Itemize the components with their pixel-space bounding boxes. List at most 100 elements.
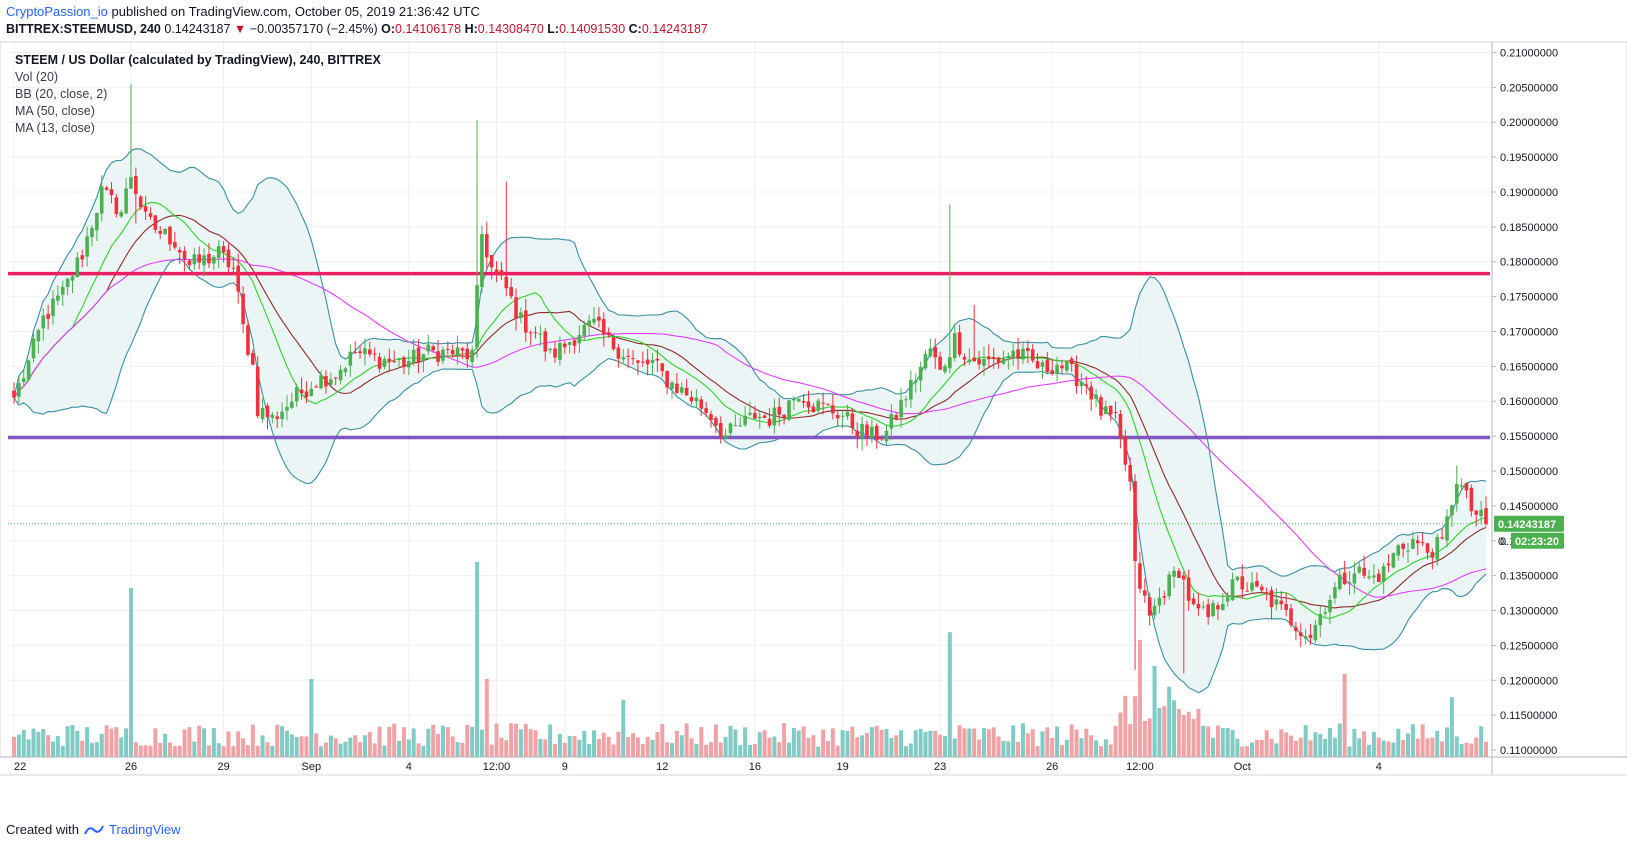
candle-body [1347, 582, 1352, 584]
volume-bar [1410, 724, 1415, 757]
symbol-label: BITTREX:STEEMUSD, 240 [6, 22, 161, 36]
volume-bar [1435, 730, 1440, 757]
y-tick-label: 0.20500000 [1500, 82, 1558, 94]
candle-body [689, 396, 694, 402]
candle-body [606, 332, 611, 335]
candle-body [767, 418, 772, 426]
close-value: 0.14243187 [641, 22, 708, 36]
candle-body [879, 438, 884, 440]
y-tick-label: 0.18000000 [1500, 257, 1558, 269]
bb-fill [14, 148, 1486, 693]
volume-bar [465, 724, 470, 757]
candle-body [1294, 627, 1298, 632]
candle-body [753, 413, 757, 419]
volume-bar [250, 724, 255, 757]
volume-bar [894, 735, 899, 757]
candle-body [1396, 545, 1401, 556]
volume-bar [206, 745, 211, 757]
volume-bar [1357, 738, 1362, 757]
candle-body [611, 337, 616, 350]
volume-bar [1376, 737, 1381, 757]
candle-body [1259, 586, 1264, 591]
candle-body [212, 256, 216, 264]
volume-bar [1289, 735, 1294, 757]
volume-bar [333, 738, 338, 757]
candle-body [109, 189, 114, 196]
volume-bar [1454, 736, 1459, 757]
candle-body [226, 249, 231, 268]
candle-body [387, 358, 392, 362]
author-link[interactable]: CryptoPassion_io [6, 4, 108, 19]
volume-bar [36, 732, 41, 757]
candle-body [304, 391, 309, 398]
candle-body [1186, 577, 1191, 601]
volume-bar [523, 723, 528, 757]
legend-ma50[interactable]: MA (50, close) [15, 104, 95, 118]
volume-bar [1074, 729, 1079, 757]
volume-bar [1152, 666, 1157, 757]
volume-bar [660, 724, 665, 757]
volume-bar [1250, 742, 1255, 757]
volume-bar [835, 745, 840, 757]
candle-body [845, 411, 850, 417]
volume-bar [319, 746, 324, 757]
volume-bar [631, 733, 636, 757]
volume-bar [801, 726, 806, 757]
candle-body [290, 401, 294, 408]
volume-bar [1094, 740, 1099, 757]
volume-bar [923, 732, 928, 757]
candle-body [275, 416, 280, 419]
candle-body [1167, 574, 1171, 597]
legend-ma13[interactable]: MA (13, close) [15, 121, 95, 135]
volume-bar [918, 728, 923, 757]
volume-bar [401, 727, 406, 757]
volume-bar [582, 730, 587, 757]
candle-body [46, 313, 50, 319]
volume-bar [528, 729, 533, 757]
candle-body [538, 333, 543, 335]
candle-body [792, 398, 796, 401]
legend-bb[interactable]: BB (20, close, 2) [15, 87, 108, 101]
candle-body [494, 269, 499, 273]
candle-body [1440, 537, 1444, 539]
legend-title[interactable]: STEEM / US Dollar (calculated by Trading… [15, 53, 381, 67]
quote-line: BITTREX:STEEMUSD, 240 0.14243187 ▼ −0.00… [6, 22, 708, 36]
candle-body [626, 355, 630, 357]
volume-bar [475, 562, 480, 757]
volume-bar [670, 743, 675, 757]
time-axis[interactable]: 22 26 29 Sep 4 12:00 9 12 16 19 23 26 12:00 Oct 4 [14, 761, 1382, 773]
horizontal-lines[interactable] [8, 271, 1490, 525]
candle-body [358, 351, 362, 354]
candle-body [1177, 570, 1181, 578]
volume-bar [855, 737, 860, 757]
y-tick-label: 0.11000000 [1500, 745, 1557, 757]
volume-bar [1172, 700, 1177, 757]
volume-bar [211, 728, 216, 757]
x-tick-label: 4 [1376, 761, 1382, 773]
candle-body [1220, 603, 1225, 611]
candle-body [56, 295, 60, 301]
candle-body [962, 356, 967, 360]
tradingview-link[interactable]: TradingView [108, 822, 181, 837]
volume-bar [991, 727, 996, 757]
candle-body [1372, 575, 1376, 578]
candle-body [660, 363, 665, 371]
legend-vol[interactable]: Vol (20) [15, 70, 59, 84]
candle-body [450, 349, 455, 355]
price-axis[interactable]: 0.21000000 0.20500000 0.20000000 0.19500000… [1492, 47, 1558, 757]
candle-body [65, 278, 70, 287]
candle-body [1425, 543, 1430, 553]
candle-body [709, 414, 713, 421]
candle-body [548, 348, 552, 351]
candle-body [1021, 348, 1025, 360]
candle-body [163, 228, 167, 235]
volume-bar [1298, 737, 1303, 757]
candle-body [948, 357, 952, 369]
volume-bar [772, 736, 777, 757]
volume-bar [957, 725, 962, 757]
volume-bar [1162, 706, 1167, 757]
candle-body [1411, 539, 1415, 549]
volume-bar [104, 725, 109, 757]
candle-body [446, 348, 450, 350]
